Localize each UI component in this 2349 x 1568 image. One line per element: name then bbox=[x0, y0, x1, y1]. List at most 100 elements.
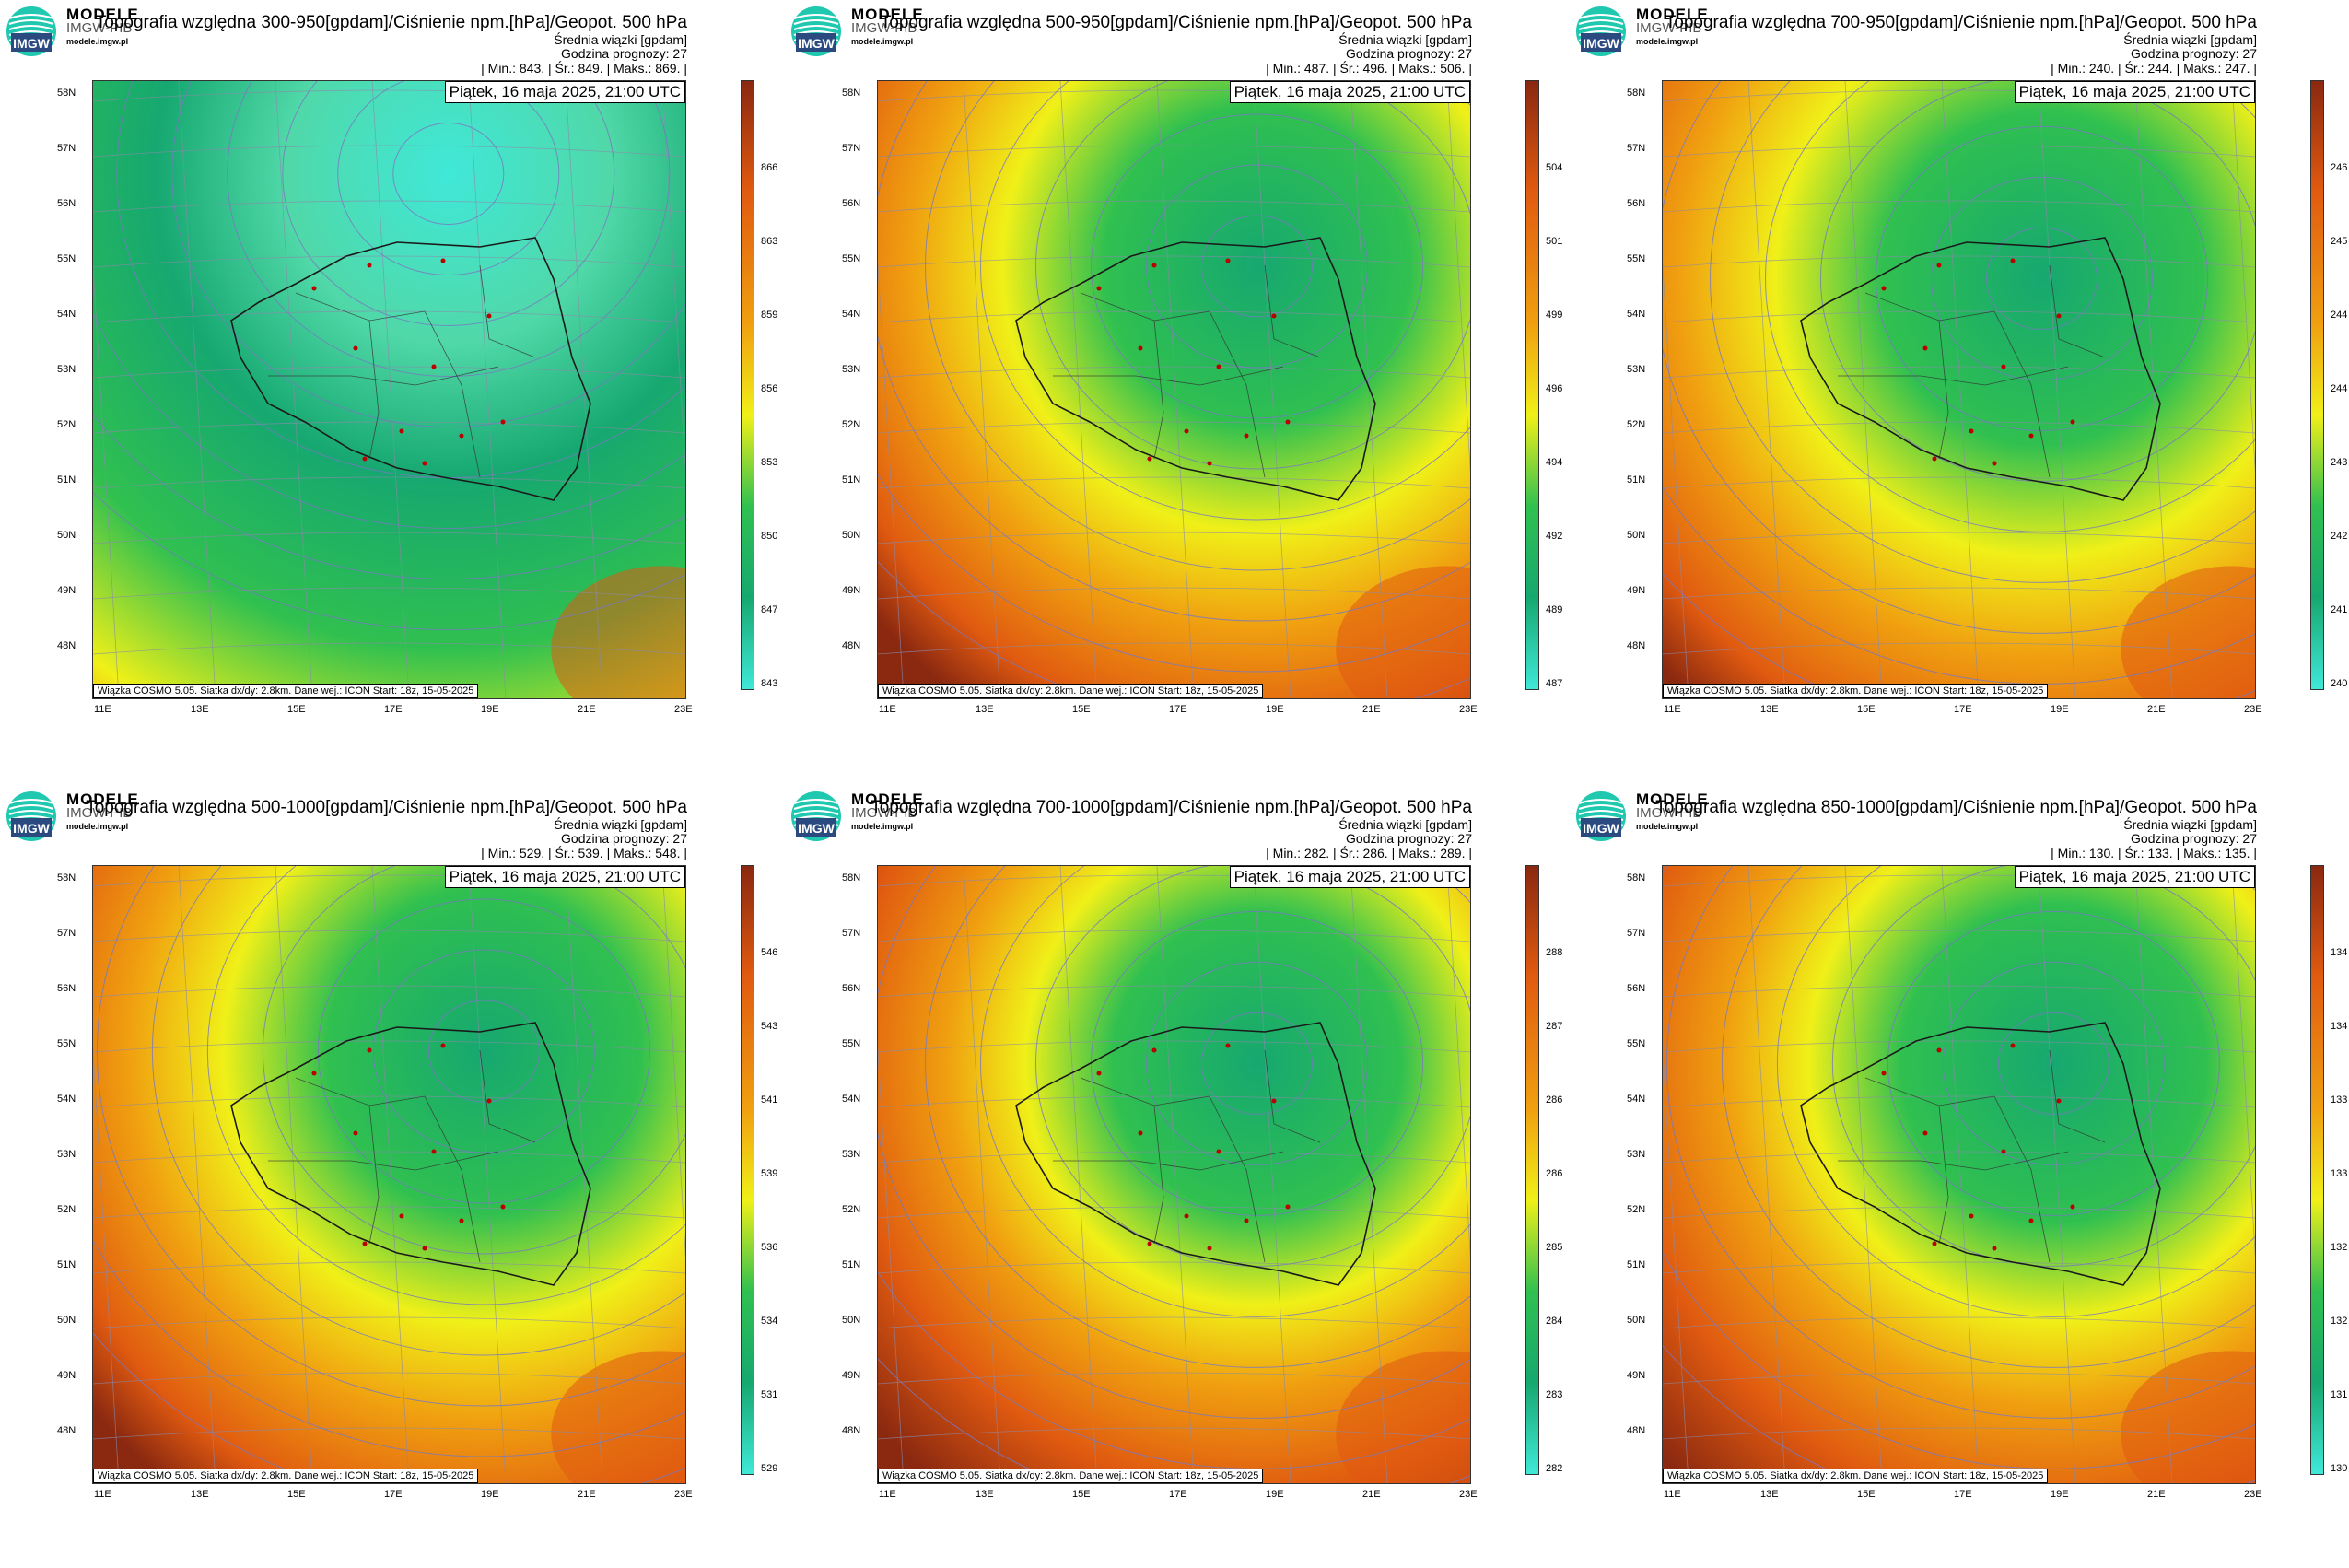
map-area[interactable]: Piątek, 16 maja 2025, 21:00 UTC Wiązka CO… bbox=[92, 80, 686, 699]
lat-label: 49N bbox=[842, 585, 861, 596]
region-boundary bbox=[1153, 320, 1164, 460]
brand-sub: IMGW-PIB bbox=[851, 805, 917, 821]
graticule-lon bbox=[1350, 866, 1388, 1483]
model-info: Wiązka COSMO 5.05. Siatka dx/dy: 2.8km. … bbox=[93, 684, 479, 698]
colorbar-tick: 536 bbox=[761, 1242, 778, 1253]
colorbar-tick: 244 bbox=[2331, 383, 2348, 394]
isobar bbox=[227, 81, 671, 377]
lat-label: 53N bbox=[57, 364, 76, 375]
lon-label: 17E bbox=[1954, 1489, 1972, 1500]
brand-name: MODELE bbox=[1636, 790, 1709, 808]
colorbar-tick: 504 bbox=[1546, 162, 1563, 173]
graticule-lon bbox=[2231, 81, 2255, 474]
isobar bbox=[1820, 81, 2255, 482]
imgw-logo[interactable]: IMGW bbox=[6, 790, 57, 842]
lat-label: 55N bbox=[842, 1038, 861, 1049]
brand-site[interactable]: modele.imgw.pl bbox=[851, 822, 914, 831]
graticule-lat bbox=[878, 255, 1470, 268]
lat-label: 53N bbox=[1627, 364, 1646, 375]
map-area[interactable]: Piątek, 16 maja 2025, 21:00 UTC Wiązka CO… bbox=[877, 865, 1471, 1484]
brand-site[interactable]: modele.imgw.pl bbox=[1636, 822, 1699, 831]
lat-label: 55N bbox=[1627, 1038, 1646, 1049]
graticule-lon bbox=[178, 866, 216, 1483]
lat-label: 58N bbox=[57, 88, 76, 99]
colorbar-tick: 847 bbox=[761, 604, 778, 615]
lat-label: 50N bbox=[842, 1315, 861, 1326]
forecast-panel: IMGW MODELE IMGW-PIB modele.imgw.pl Topograf… bbox=[1570, 0, 2349, 783]
lat-label: 58N bbox=[842, 872, 861, 883]
city-marker bbox=[1969, 1213, 1974, 1219]
colorbar bbox=[741, 80, 754, 690]
graticule-lon bbox=[1663, 260, 1689, 698]
lon-label: 15E bbox=[287, 704, 306, 715]
colorbar-tick: 240 bbox=[2331, 678, 2348, 689]
map-area[interactable]: Piątek, 16 maja 2025, 21:00 UTC Wiązka CO… bbox=[1662, 865, 2256, 1484]
graticule-lon bbox=[2134, 866, 2173, 1483]
city-marker bbox=[459, 433, 464, 439]
brand-site[interactable]: modele.imgw.pl bbox=[66, 822, 129, 831]
city-marker bbox=[1992, 461, 1997, 466]
panel-subtitle: Średnia wiązki [gpdam] bbox=[1338, 817, 1472, 832]
colorbar-tick: 499 bbox=[1546, 310, 1563, 321]
isobar bbox=[262, 866, 685, 1255]
valid-time: Piątek, 16 maja 2025, 21:00 UTC bbox=[1229, 81, 1470, 103]
map-area[interactable]: Piątek, 16 maja 2025, 21:00 UTC Wiązka CO… bbox=[877, 80, 1471, 699]
lat-label: 57N bbox=[57, 143, 76, 154]
field-stats: | Min.: 240. | Śr.: 244. | Maks.: 247. | bbox=[2051, 61, 2257, 76]
city-marker bbox=[1932, 456, 1937, 462]
forecast-hour: Godzina prognozy: 27 bbox=[561, 831, 687, 846]
region-boundary bbox=[1993, 310, 2051, 478]
isobar bbox=[1091, 113, 1424, 419]
lat-label: 50N bbox=[842, 530, 861, 541]
model-info: Wiązka COSMO 5.05. Siatka dx/dy: 2.8km. … bbox=[93, 1469, 479, 1483]
forecast-panel: IMGW MODELE IMGW-PIB modele.imgw.pl Topograf… bbox=[1570, 785, 2349, 1568]
colorbar-tick: 856 bbox=[761, 383, 778, 394]
isobar bbox=[206, 866, 685, 1305]
imgw-logo[interactable]: IMGW bbox=[790, 790, 842, 842]
graticule-lat bbox=[93, 421, 685, 434]
panel-title: Topografia względna 850-1000[gpdam]/Ciśn… bbox=[1655, 798, 2257, 817]
warm-anomaly bbox=[551, 1351, 685, 1483]
panel-subtitle: Średnia wiązki [gpdam] bbox=[2123, 817, 2257, 832]
city-marker bbox=[2001, 364, 2006, 369]
valid-time: Piątek, 16 maja 2025, 21:00 UTC bbox=[2014, 866, 2255, 888]
brand-site[interactable]: modele.imgw.pl bbox=[851, 37, 914, 46]
city-marker bbox=[1285, 419, 1291, 425]
map-area[interactable]: Piątek, 16 maja 2025, 21:00 UTC Wiązka CO… bbox=[1662, 80, 2256, 699]
graticule-lat bbox=[93, 255, 685, 268]
city-marker bbox=[2028, 1218, 2034, 1223]
lat-label: 55N bbox=[1627, 253, 1646, 264]
lon-label: 15E bbox=[1072, 704, 1091, 715]
colorbar-tick: 494 bbox=[1546, 457, 1563, 468]
brand-site[interactable]: modele.imgw.pl bbox=[1636, 37, 1699, 46]
brand-name: MODELE bbox=[1636, 6, 1709, 23]
brand-sub: IMGW-PIB bbox=[1636, 20, 1702, 36]
colorbar-tick: 286 bbox=[1546, 1094, 1563, 1106]
graticule-lat bbox=[93, 587, 685, 600]
colorbar-tick: 496 bbox=[1546, 383, 1563, 394]
graticule-lon bbox=[178, 81, 216, 698]
city-marker bbox=[1881, 1071, 1887, 1076]
lon-label: 23E bbox=[674, 704, 693, 715]
logo-text: IMGW bbox=[798, 36, 835, 51]
imgw-logo[interactable]: IMGW bbox=[1575, 6, 1627, 57]
graticule-lat bbox=[93, 985, 685, 998]
lat-label: 49N bbox=[57, 1370, 76, 1381]
model-info: Wiązka COSMO 5.05. Siatka dx/dy: 2.8km. … bbox=[1663, 1469, 2049, 1483]
city-marker bbox=[2028, 433, 2034, 439]
map-area[interactable]: Piątek, 16 maja 2025, 21:00 UTC Wiązka CO… bbox=[92, 865, 686, 1484]
imgw-logo[interactable]: IMGW bbox=[1575, 790, 1627, 842]
imgw-logo[interactable]: IMGW bbox=[790, 6, 842, 57]
lon-label: 15E bbox=[287, 1489, 306, 1500]
graticule-lat bbox=[878, 1372, 1470, 1385]
graticule-lon bbox=[1844, 866, 1883, 1483]
graticule-lat bbox=[878, 200, 1470, 213]
lat-label: 51N bbox=[842, 1259, 861, 1270]
colorbar-tick: 288 bbox=[1546, 947, 1563, 958]
lon-label: 13E bbox=[976, 704, 994, 715]
brand-site[interactable]: modele.imgw.pl bbox=[66, 37, 129, 46]
graticule-lat bbox=[878, 310, 1470, 323]
graticule-lat bbox=[93, 1261, 685, 1274]
imgw-logo[interactable]: IMGW bbox=[6, 6, 57, 57]
graticule-lat bbox=[93, 310, 685, 323]
